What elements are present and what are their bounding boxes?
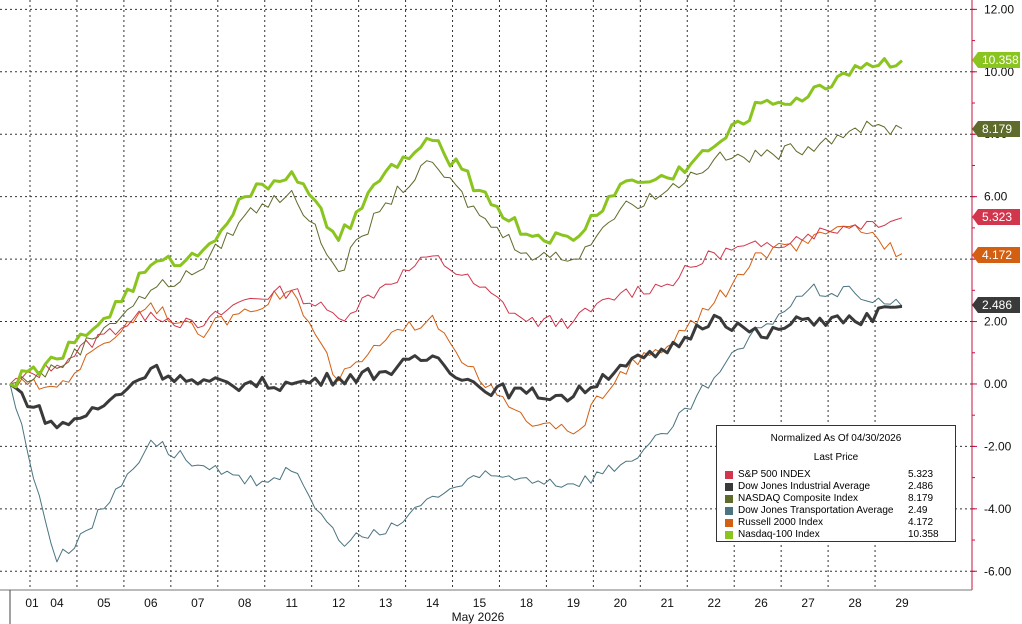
tag-background xyxy=(972,209,1020,225)
y-tick-label: 12.00 xyxy=(984,2,1014,16)
legend-series-value: 5.323 xyxy=(908,469,934,480)
tag-value: 8.179 xyxy=(982,122,1012,136)
tag-value: 2.486 xyxy=(982,298,1012,312)
legend-entry: Nasdaq-100 Index 10.358 xyxy=(717,529,955,541)
tag-background xyxy=(972,297,1020,313)
series-line xyxy=(9,304,903,430)
legend-series-name: NASDAQ Composite Index xyxy=(738,493,859,504)
last-value-tag: 2.486 xyxy=(972,297,1020,313)
axes xyxy=(0,0,977,624)
y-tick-label: -6.00 xyxy=(984,564,1012,578)
series-line xyxy=(9,120,903,385)
legend-series-value: 10.358 xyxy=(908,529,939,540)
legend-series-name: Dow Jones Transportation Average xyxy=(738,505,894,516)
legend-swatch xyxy=(725,507,733,515)
x-tick-label: 05 xyxy=(97,596,111,610)
x-tick-label: 26 xyxy=(754,596,768,610)
x-tick-label: 28 xyxy=(848,596,862,610)
legend-swatch xyxy=(725,531,733,539)
series-line xyxy=(9,217,903,385)
legend: Normalized As Of 04/30/2026 Last Price S… xyxy=(716,425,956,542)
last-value-tag: 8.179 xyxy=(972,121,1020,137)
last-value-tag: 4.172 xyxy=(972,247,1020,263)
x-tick-label: 18 xyxy=(520,596,534,610)
x-tick-label: 01 xyxy=(25,596,39,610)
x-tick-label: 06 xyxy=(144,596,158,610)
legend-swatch xyxy=(725,483,733,491)
y-tick-label: 10.00 xyxy=(984,65,1014,79)
legend-swatch xyxy=(725,471,733,479)
legend-series-name: Russell 2000 Index xyxy=(738,517,824,528)
x-tick-label: 13 xyxy=(379,596,393,610)
x-tick-label: 07 xyxy=(191,596,205,610)
legend-series-value: 2.486 xyxy=(908,481,934,492)
y-tick-label: 2.00 xyxy=(984,315,1008,329)
series-lines xyxy=(9,57,903,563)
last-value-tag: 5.323 xyxy=(972,209,1020,225)
x-tick-label: 20 xyxy=(614,596,628,610)
x-tick-label: 12 xyxy=(332,596,346,610)
last-value-tags: 10.358 8.179 5.323 4.172 2.486 xyxy=(972,52,1020,313)
legend-swatch xyxy=(725,519,733,527)
x-tick-label: 27 xyxy=(801,596,815,610)
legend-series-name: Dow Jones Industrial Average xyxy=(738,481,871,492)
legend-subtitle: Last Price xyxy=(813,452,859,463)
x-tick-labels: 01 04 05 06 07 08 11 12 13 14 15 18 19 20 21 22 26 27 28 29… xyxy=(25,596,909,624)
series-line xyxy=(9,224,903,435)
x-axis-label: May 2026 xyxy=(452,610,505,624)
legend-rows: S&P 500 INDEX 5.323 Dow Jones Industrial A… xyxy=(717,469,955,541)
x-tick-label: 19 xyxy=(567,596,581,610)
y-tick-label: -2.00 xyxy=(984,439,1012,453)
x-tick-label: 29 xyxy=(895,596,909,610)
x-tick-label: 11 xyxy=(285,596,298,610)
legend-series-value: 2.49 xyxy=(908,505,928,516)
tag-background xyxy=(972,121,1020,137)
y-tick-label: -4.00 xyxy=(984,502,1012,516)
tag-background xyxy=(972,52,1020,68)
legend-entry: S&P 500 INDEX 5.323 xyxy=(717,469,955,481)
tag-value: 10.358 xyxy=(982,53,1019,67)
last-value-tag: 10.358 xyxy=(972,52,1020,68)
series-line xyxy=(9,57,903,389)
x-tick-label: 08 xyxy=(238,596,252,610)
legend-series-value: 4.172 xyxy=(908,517,934,528)
legend-series-name: S&P 500 INDEX xyxy=(738,469,811,480)
tag-value: 5.323 xyxy=(982,210,1012,224)
x-tick-label: 14 xyxy=(426,596,440,610)
legend-entry: Russell 2000 Index 4.172 xyxy=(717,517,955,529)
legend-series-value: 8.179 xyxy=(908,493,934,504)
tag-value: 4.172 xyxy=(982,248,1012,262)
y-tick-label: 6.00 xyxy=(984,190,1008,204)
legend-entry: Dow Jones Transportation Average 2.49 xyxy=(717,505,955,517)
x-tick-label: 04 xyxy=(50,596,64,610)
legend-entry: NASDAQ Composite Index 8.179 xyxy=(717,493,955,505)
legend-series-name: Nasdaq-100 Index xyxy=(738,529,820,540)
tag-background xyxy=(972,247,1020,263)
x-tick-label: 21 xyxy=(661,596,675,610)
legend-swatch xyxy=(725,495,733,503)
legend-entry: Dow Jones Industrial Average 2.486 xyxy=(717,481,955,493)
y-tick-label: 0.00 xyxy=(984,377,1008,391)
legend-title: Normalized As Of 04/30/2026 xyxy=(770,433,902,444)
x-tick-label: 22 xyxy=(708,596,722,610)
x-tick-label: 15 xyxy=(473,596,487,610)
